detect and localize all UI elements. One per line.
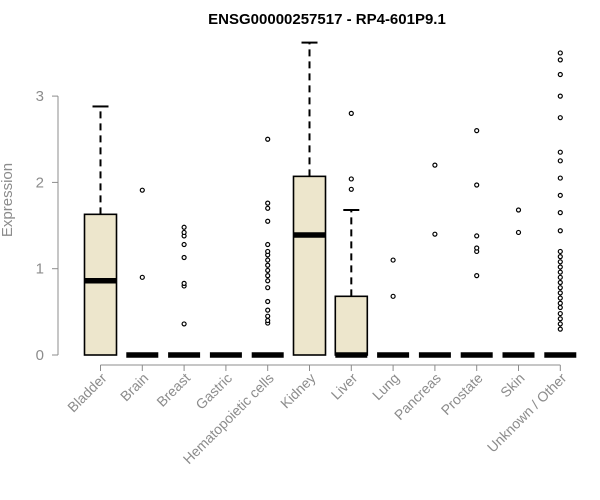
outlier-11-13: [557, 259, 563, 265]
outlier-11-2: [557, 316, 563, 322]
outlier-11-14: [557, 254, 563, 260]
outlier-4-17: [265, 136, 271, 142]
box-group-9: [460, 128, 493, 358]
outlier-4-16: [265, 200, 271, 206]
outlier-11-22: [557, 115, 563, 121]
outlier-7-1: [390, 257, 396, 263]
outlier-11-6: [557, 295, 563, 301]
box-group-0: [83, 105, 118, 356]
outlier-4-13: [265, 241, 271, 248]
outlier-11-24: [557, 71, 563, 78]
outlier-11-8: [557, 285, 563, 291]
outlier-4-2: [265, 313, 271, 319]
box-group-11: [544, 50, 577, 358]
outlier-11-12: [557, 264, 563, 270]
outlier-11-0: [557, 326, 563, 332]
x-tick-label-5: Kidney: [277, 370, 319, 412]
outlier-11-19: [557, 175, 563, 181]
outlier-11-17: [557, 210, 563, 216]
outlier-2-4: [181, 241, 187, 248]
x-tick-label-2: Breast: [153, 370, 193, 410]
outlier-11-25: [557, 57, 563, 63]
outlier-11-3: [557, 310, 563, 317]
chart-title: ENSG00000257517 - RP4-601P9.1: [208, 11, 446, 28]
y-tick-label-1: 1: [36, 261, 44, 278]
x-tick-label-10: Skin: [497, 370, 528, 401]
outlier-11-18: [557, 192, 563, 198]
outlier-2-7: [181, 224, 187, 230]
outlier-6-2: [348, 110, 354, 116]
outlier-9-2: [474, 245, 480, 251]
outlier-4-10: [265, 257, 271, 263]
outlier-11-5: [557, 300, 563, 306]
outlier-4-3: [265, 307, 271, 313]
outlier-4-4: [265, 298, 271, 305]
outlier-6-1: [348, 176, 354, 182]
outlier-4-12: [265, 248, 271, 255]
outlier-11-1: [557, 321, 563, 327]
box-6: [334, 295, 369, 356]
outlier-10-0: [515, 229, 522, 236]
outlier-8-0: [432, 231, 438, 237]
outlier-8-1: [432, 162, 438, 168]
outlier-11-21: [557, 149, 563, 155]
y-tick-label-0: 0: [36, 347, 44, 364]
outlier-4-15: [265, 205, 271, 211]
outlier-11-16: [557, 228, 563, 234]
box-group-6: [334, 110, 369, 358]
outlier-11-4: [557, 304, 563, 311]
outlier-9-3: [474, 233, 480, 239]
outlier-1-1: [139, 187, 145, 193]
outlier-6-0: [348, 186, 354, 192]
box-group-8: [418, 162, 451, 358]
outlier-11-10: [557, 274, 563, 280]
outlier-10-1: [515, 207, 522, 213]
outlier-4-8: [265, 267, 271, 274]
y-axis: 0 1 2 3: [36, 88, 59, 364]
y-tick-label-2: 2: [36, 174, 44, 191]
outlier-11-15: [557, 248, 563, 255]
outlier-4-14: [265, 218, 271, 224]
outlier-11-26: [557, 50, 563, 56]
outlier-2-3: [181, 254, 187, 261]
box-5: [292, 175, 327, 356]
outlier-11-23: [557, 93, 563, 99]
outlier-4-5: [265, 285, 271, 291]
x-tick-label-1: Brain: [117, 370, 151, 404]
outlier-4-7: [265, 273, 271, 279]
outlier-11-9: [557, 279, 563, 286]
y-axis-label: Expression: [0, 163, 16, 237]
x-tick-label-0: Bladder: [64, 370, 110, 416]
box-0: [83, 213, 118, 356]
x-tick-label-11: Unknown / Other: [484, 370, 570, 456]
outlier-2-0: [181, 321, 187, 327]
y-tick-label-3: 3: [36, 88, 44, 105]
outlier-11-7: [557, 290, 563, 296]
outlier-4-6: [265, 278, 271, 284]
boxes-group: [83, 41, 577, 358]
outlier-11-11: [557, 269, 563, 275]
outlier-9-0: [474, 273, 480, 279]
box-group-2: [168, 224, 201, 358]
box-group-1: [126, 187, 159, 358]
box-group-10: [502, 207, 535, 358]
box-group-5: [292, 41, 327, 356]
outlier-9-4: [474, 182, 480, 188]
outlier-7-0: [390, 293, 396, 299]
x-tick-label-7: Lung: [369, 370, 402, 403]
outlier-4-1: [265, 317, 271, 324]
outlier-9-5: [474, 128, 480, 134]
box-group-7: [377, 257, 410, 358]
x-tick-label-9: Prostate: [438, 370, 486, 418]
x-tick-label-6: Liver: [328, 370, 361, 403]
outlier-1-0: [139, 274, 145, 280]
outlier-2-6: [181, 229, 187, 236]
outlier-4-9: [265, 262, 271, 268]
outlier-11-20: [557, 158, 563, 164]
outlier-2-2: [181, 280, 187, 286]
box-group-4: [251, 136, 284, 358]
